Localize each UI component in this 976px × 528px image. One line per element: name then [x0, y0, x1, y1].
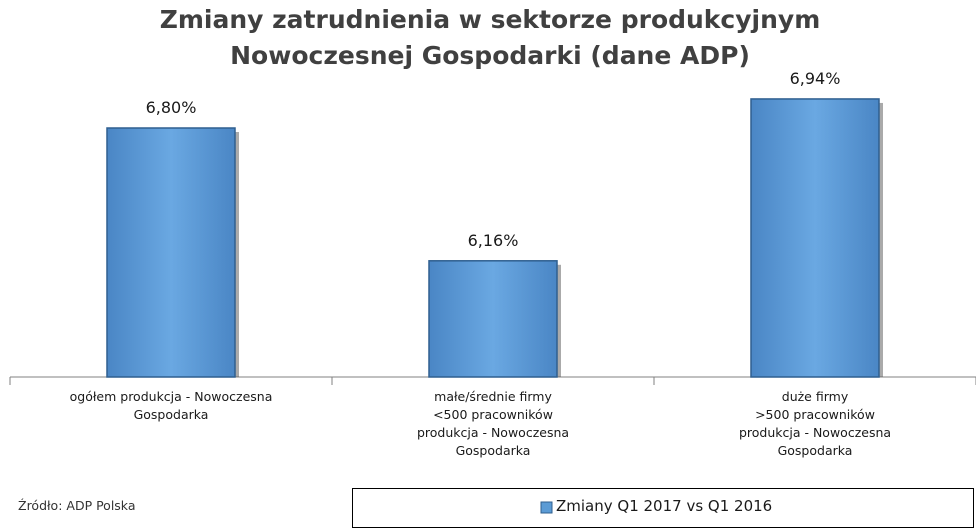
x-tick-label: duże firmy >500 pracowników produkcja - …: [738, 389, 892, 458]
x-tick-label: małe/średnie firmy <500 pracowników prod…: [416, 389, 570, 458]
x-tick-label: ogółem produkcja - Nowoczesna Gospodarka: [69, 389, 273, 422]
bar: [106, 127, 236, 378]
bar: [428, 260, 558, 378]
bar: [750, 98, 880, 378]
value-label: 6,16%: [467, 230, 519, 250]
value-label: 6,94%: [789, 68, 841, 88]
legend-label: Zmiany Q1 2017 vs Q1 2016: [556, 497, 773, 515]
value-label: 6,80%: [145, 98, 197, 117]
source-note: Źródło: ADP Polska: [18, 498, 136, 513]
chart-title: Zmiany zatrudnienia w sektorze produkcyj…: [159, 5, 821, 70]
legend-swatch: [540, 501, 553, 514]
